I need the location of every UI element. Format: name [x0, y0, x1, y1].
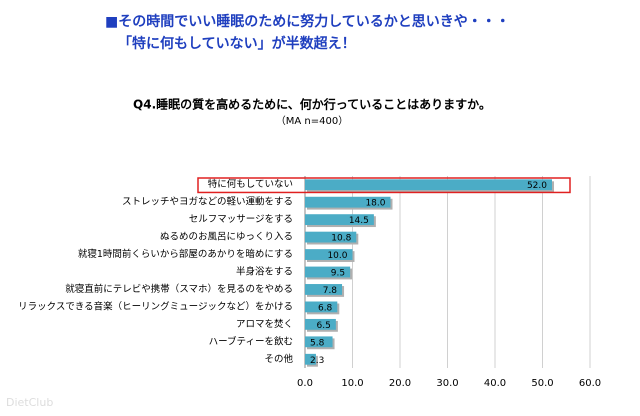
bar	[305, 196, 391, 208]
bar	[305, 284, 343, 295]
y-tick-label: ストレッチやヨガなどの軽い運動をする	[122, 197, 293, 208]
highlight-box	[197, 177, 571, 194]
x-tick-label: 20.0	[389, 378, 411, 389]
x-tick-label: 60.0	[579, 378, 601, 389]
y-tick-label: 半身浴をする	[236, 266, 293, 278]
x-tick-label: 30.0	[436, 378, 458, 389]
headline: ■その時間でいい睡眠のために努力しているかと思いきや・・・	[105, 13, 510, 30]
x-tick-label: 50.0	[531, 378, 553, 389]
watermark: DietClub	[6, 396, 53, 409]
chart-title: Q4.睡眠の質を高めるために、何か行っていることはありますか。	[133, 97, 491, 112]
bar	[305, 301, 338, 313]
y-tick-label: アロマを焚く	[236, 319, 293, 330]
value-label: 10.0	[327, 251, 347, 261]
bar	[305, 214, 374, 226]
value-label: 6.5	[317, 321, 331, 331]
x-tick-label: 0.0	[297, 378, 313, 389]
headline: 「特に何もしていない」が半数超え！	[118, 35, 356, 52]
value-label: 9.5	[331, 269, 345, 279]
bar	[305, 179, 552, 191]
y-tick-label: ぬるめのお風呂にゆっくり入る	[160, 232, 293, 243]
y-tick-label: 就寝直前にテレビや携帯（スマホ）を見るのをやめる	[65, 283, 293, 295]
bar	[305, 336, 333, 348]
bar	[305, 318, 336, 330]
value-label: 7.8	[323, 286, 338, 296]
bar	[305, 231, 357, 243]
value-label: 18.0	[365, 199, 385, 209]
value-label: 52.0	[527, 181, 547, 191]
value-label: 2.3	[310, 356, 324, 366]
chart-subtitle: （MA n=400）	[276, 115, 348, 127]
y-tick-label: リラックスできる音楽（ヒーリングミュージックなど）をかける	[18, 300, 293, 312]
y-tick-label: 特に何もしていない	[208, 178, 293, 190]
value-label: 10.8	[331, 234, 351, 244]
bar	[305, 249, 353, 260]
y-tick-label: その他	[264, 353, 293, 365]
y-tick-label: 就寝1時間前くらいから部屋のあかりを暗めにする	[78, 248, 293, 260]
value-label: 5.8	[310, 338, 325, 348]
x-tick-label: 40.0	[484, 378, 506, 389]
value-label: 14.5	[349, 216, 369, 226]
bar	[305, 266, 351, 278]
y-tick-label: セルフマッサージをする	[189, 214, 293, 225]
x-tick-label: 10.0	[341, 378, 363, 389]
value-label: 6.8	[318, 303, 333, 313]
y-tick-label: ハーブティーを飲む	[209, 335, 293, 347]
bar	[305, 353, 316, 365]
